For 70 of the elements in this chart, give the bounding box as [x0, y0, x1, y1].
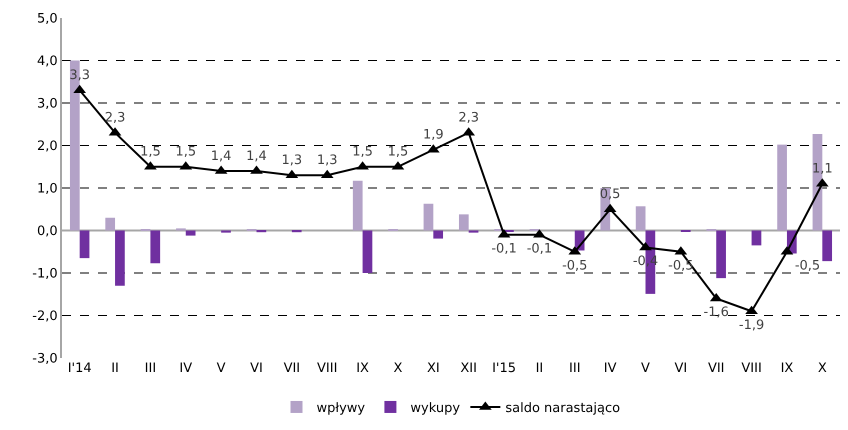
- data-label: 2,3: [458, 110, 480, 126]
- data-label: -1,6: [704, 305, 729, 320]
- x-tick-label: VIII: [317, 361, 338, 376]
- y-tick-label: 4,0: [36, 54, 58, 70]
- y-tick-label: -1,0: [32, 266, 58, 282]
- y-tick-label: 5,0: [36, 12, 58, 27]
- x-tick-label: IX: [780, 361, 794, 376]
- x-tick-label: VIII: [741, 361, 762, 376]
- x-tick-label: VI: [674, 361, 688, 376]
- data-label: 1,1: [812, 162, 833, 177]
- y-tick-label: 1,0: [36, 182, 58, 197]
- y-tick-label: 3,0: [36, 96, 58, 112]
- x-tick-label: X: [818, 361, 827, 376]
- data-label: 1,5: [175, 144, 196, 160]
- x-tick-label: I'15: [492, 361, 516, 376]
- x-tick-label: VI: [250, 361, 263, 376]
- x-tick-label: III: [144, 361, 156, 376]
- data-label: -0,5: [668, 258, 694, 274]
- x-tick-label: VII: [284, 361, 300, 376]
- data-label: 2,3: [104, 110, 126, 126]
- data-label: 0,5: [600, 187, 620, 202]
- x-tick-label: I'14: [68, 361, 92, 376]
- y-tick-label: -2,0: [32, 309, 58, 324]
- y-tick-label: 0,0: [36, 224, 58, 240]
- data-label: 1,3: [316, 153, 338, 168]
- x-tick-label: X: [393, 361, 402, 376]
- data-label: 1,5: [140, 144, 161, 160]
- x-tick-label: V: [641, 361, 650, 376]
- y-tick-label: -3,0: [32, 352, 58, 367]
- x-tick-label: XII: [460, 361, 477, 376]
- data-label: 1,5: [388, 144, 408, 160]
- bar: [822, 230, 832, 262]
- bar: [433, 230, 444, 239]
- bar: [115, 230, 125, 286]
- bar: [105, 218, 116, 230]
- data-label: -0,5: [562, 258, 588, 274]
- data-label: 1,4: [210, 148, 232, 164]
- bar: [186, 230, 196, 236]
- y-tick-label: 2,0: [36, 139, 58, 154]
- data-label: 1,9: [422, 128, 444, 143]
- legend-label: wykupy: [410, 401, 460, 416]
- x-tick-label: V: [216, 361, 226, 376]
- x-tick-label: II: [536, 361, 544, 376]
- data-label: -0,1: [491, 241, 517, 256]
- bar: [752, 230, 762, 246]
- data-label: -0,5: [794, 258, 820, 274]
- bar: [458, 214, 469, 230]
- bar: [636, 206, 646, 230]
- data-label: 1,5: [352, 144, 373, 160]
- data-label: -0,1: [526, 241, 552, 256]
- x-tick-label: VII: [708, 361, 725, 376]
- x-tick-label: IX: [356, 361, 370, 376]
- bar: [424, 204, 434, 230]
- x-tick-label: III: [569, 361, 581, 376]
- data-label: 1,4: [246, 148, 267, 164]
- bar: [80, 230, 90, 258]
- legend-label: saldo narastająco: [505, 401, 620, 416]
- x-tick-label: IV: [604, 361, 617, 376]
- bar: [777, 144, 787, 230]
- x-tick-label: XI: [426, 361, 440, 376]
- bar: [362, 230, 372, 273]
- x-tick-label: IV: [179, 361, 192, 376]
- bar: [716, 230, 726, 278]
- data-label: 3,3: [69, 68, 90, 84]
- legend-label: wpływy: [316, 401, 366, 416]
- data-label: 1,3: [282, 153, 302, 168]
- bar: [150, 230, 160, 264]
- x-tick-label: II: [111, 361, 119, 376]
- bar: [352, 180, 363, 230]
- data-label: -1,9: [738, 318, 764, 333]
